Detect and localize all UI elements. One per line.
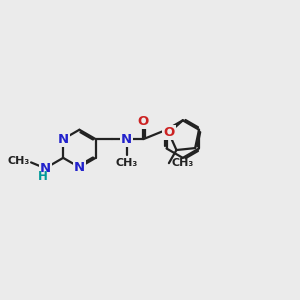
Text: CH₃: CH₃ xyxy=(116,158,138,169)
Text: N: N xyxy=(58,133,69,146)
Text: N: N xyxy=(74,161,85,174)
Text: O: O xyxy=(138,115,149,128)
Text: N: N xyxy=(40,162,51,175)
Text: CH₃: CH₃ xyxy=(171,158,193,168)
Text: O: O xyxy=(163,126,175,140)
Text: CH₃: CH₃ xyxy=(7,156,30,166)
Text: H: H xyxy=(38,170,48,183)
Text: N: N xyxy=(121,133,132,146)
